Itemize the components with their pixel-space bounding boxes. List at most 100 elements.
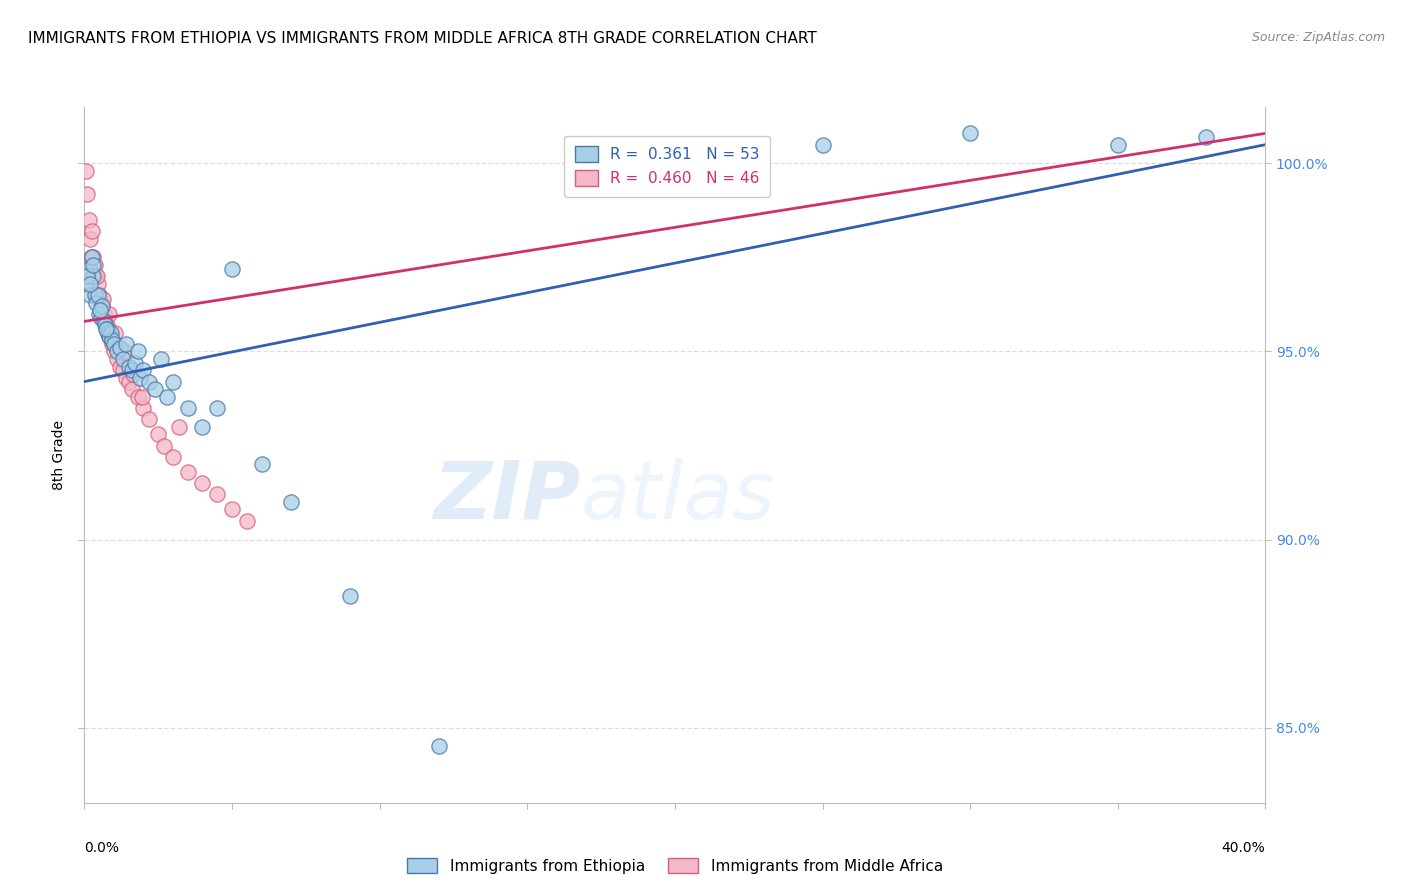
Point — [114, 371, 136, 385]
Point — [77, 212, 100, 227]
Point — [118, 375, 141, 389]
Point — [83, 288, 105, 302]
Point — [75, 277, 97, 291]
Point — [96, 322, 118, 336]
Point — [138, 412, 160, 426]
Point — [94, 318, 117, 333]
Text: Source: ZipAtlas.com: Source: ZipAtlas.com — [1251, 31, 1385, 45]
Point — [191, 419, 214, 434]
Point — [80, 251, 103, 265]
Point — [93, 314, 115, 328]
Point — [83, 258, 105, 272]
Point — [82, 251, 104, 265]
Text: ZIP: ZIP — [433, 458, 581, 536]
Point — [80, 224, 103, 238]
Point — [90, 310, 112, 325]
Point — [91, 292, 114, 306]
Point — [79, 277, 101, 291]
Point — [121, 382, 143, 396]
Point — [143, 382, 166, 396]
Point — [112, 344, 135, 359]
Point — [148, 427, 170, 442]
Point — [129, 371, 152, 385]
Point — [96, 318, 118, 333]
Point — [86, 277, 108, 291]
Legend: Immigrants from Ethiopia, Immigrants from Middle Africa: Immigrants from Ethiopia, Immigrants fro… — [401, 852, 949, 880]
Point — [94, 314, 117, 328]
Point — [103, 337, 125, 351]
Point — [75, 164, 97, 178]
Point — [131, 390, 153, 404]
Point — [114, 337, 136, 351]
Point — [664, 149, 686, 163]
Point — [79, 288, 101, 302]
Point — [101, 333, 124, 347]
Point — [118, 359, 141, 374]
Point — [80, 251, 103, 265]
Point — [87, 307, 111, 321]
Point — [162, 375, 184, 389]
Point — [101, 337, 124, 351]
Point — [207, 487, 229, 501]
Legend: R =  0.361   N = 53, R =  0.460   N = 46: R = 0.361 N = 53, R = 0.460 N = 46 — [564, 136, 770, 196]
Point — [339, 589, 361, 603]
Point — [82, 258, 104, 272]
Point — [77, 261, 100, 276]
Point — [82, 269, 104, 284]
Point — [108, 359, 131, 374]
Point — [100, 326, 122, 340]
Point — [98, 329, 121, 343]
Text: 40.0%: 40.0% — [1222, 841, 1265, 855]
Point — [76, 186, 98, 201]
Point — [84, 269, 107, 284]
Point — [86, 288, 108, 302]
Point — [127, 344, 149, 359]
Point — [79, 232, 101, 246]
Point — [97, 326, 120, 340]
Point — [111, 351, 134, 366]
Point — [132, 363, 155, 377]
Point — [111, 363, 134, 377]
Point — [959, 127, 981, 141]
Point — [280, 495, 302, 509]
Point — [86, 269, 108, 284]
Point — [221, 502, 243, 516]
Point — [89, 303, 111, 318]
Point — [91, 299, 114, 313]
Point — [427, 739, 450, 754]
Point — [162, 450, 184, 464]
Point — [177, 401, 200, 415]
Point — [103, 344, 125, 359]
Point — [98, 329, 121, 343]
Point — [124, 356, 146, 370]
Point — [97, 307, 120, 321]
Point — [104, 326, 127, 340]
Point — [93, 307, 115, 321]
Point — [90, 295, 112, 310]
Point — [1107, 137, 1129, 152]
Point — [121, 363, 143, 377]
Point — [221, 261, 243, 276]
Point — [207, 401, 229, 415]
Point — [97, 326, 120, 340]
Text: 0.0%: 0.0% — [84, 841, 120, 855]
Point — [250, 458, 273, 472]
Point — [87, 288, 111, 302]
Point — [153, 438, 176, 452]
Point — [156, 390, 179, 404]
Point — [76, 269, 98, 284]
Point — [122, 367, 145, 381]
Point — [132, 401, 155, 415]
Point — [177, 465, 200, 479]
Point — [138, 375, 160, 389]
Text: atlas: atlas — [581, 458, 775, 536]
Point — [191, 476, 214, 491]
Point — [100, 333, 122, 347]
Point — [150, 351, 173, 366]
Point — [1195, 130, 1218, 145]
Point — [167, 419, 190, 434]
Point — [236, 514, 259, 528]
Point — [105, 344, 128, 359]
Point — [76, 269, 98, 284]
Point — [108, 341, 131, 355]
